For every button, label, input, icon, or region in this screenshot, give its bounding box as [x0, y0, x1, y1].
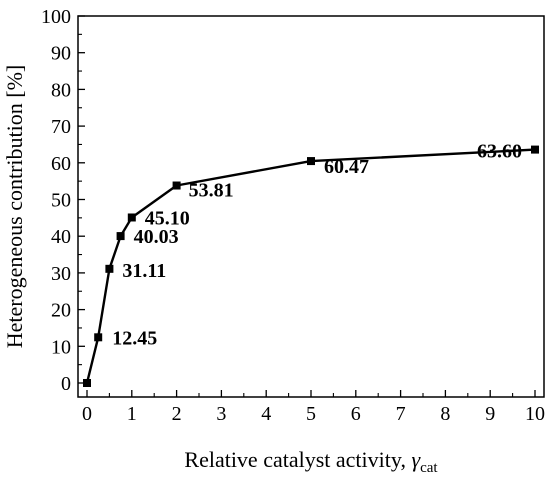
y-tick-label: 20	[51, 300, 71, 322]
x-tick-label: 3	[216, 403, 226, 425]
x-tick-label: 10	[525, 403, 545, 425]
data-label: 60.47	[324, 156, 369, 178]
data-label: 53.81	[189, 180, 234, 202]
data-label: 63.60	[477, 141, 522, 163]
x-tick-label: 0	[82, 403, 92, 425]
data-point-marker	[116, 232, 125, 241]
x-tick-label: 8	[440, 403, 450, 425]
x-tick-label: 6	[351, 403, 361, 425]
y-tick-label: 70	[51, 116, 71, 138]
data-point-marker	[94, 333, 103, 342]
x-axis-title-text: Relative catalyst activity,	[184, 447, 411, 472]
y-tick-label: 50	[51, 190, 71, 212]
x-tick-label: 7	[396, 403, 406, 425]
data-point-marker	[307, 157, 315, 166]
y-tick-label: 60	[51, 153, 71, 175]
data-point-marker	[83, 379, 91, 387]
y-tick-label: 90	[51, 43, 71, 65]
x-tick-label: 5	[306, 403, 316, 425]
series-line	[85, 148, 536, 384]
y-tick-label: 10	[51, 336, 71, 358]
data-label: 40.03	[134, 226, 179, 248]
data-label: 45.10	[145, 207, 190, 229]
x-tick-label: 2	[172, 403, 182, 425]
data-point-marker	[531, 145, 539, 154]
data-point-marker	[172, 181, 181, 190]
data-series	[83, 145, 539, 387]
x-axis-title-symbol: γ	[411, 447, 421, 472]
axes: 0 10 20 30 40 50 60 70 80 90 100 0 1 2 3 4 5 6 7 8 9 10	[41, 6, 545, 425]
x-axis-title-subscript: cat	[420, 460, 438, 476]
data-point-marker	[127, 213, 136, 222]
x-axis-title: Relative catalyst activity, γcat	[184, 447, 438, 476]
x-tick-label: 1	[127, 403, 137, 425]
x-tick-label: 4	[261, 403, 271, 425]
data-label: 12.45	[112, 327, 157, 349]
y-tick-label: 100	[41, 6, 71, 28]
y-tick-label: 0	[61, 373, 71, 395]
y-tick-label: 40	[51, 226, 71, 248]
data-point-marker	[105, 264, 114, 273]
y-tick-label: 80	[51, 79, 71, 101]
data-label: 31.11	[122, 260, 166, 282]
y-axis-title: Heterogeneous contribution [%]	[2, 65, 27, 348]
y-tick-label: 30	[51, 263, 71, 285]
x-tick-label: 9	[485, 403, 495, 425]
